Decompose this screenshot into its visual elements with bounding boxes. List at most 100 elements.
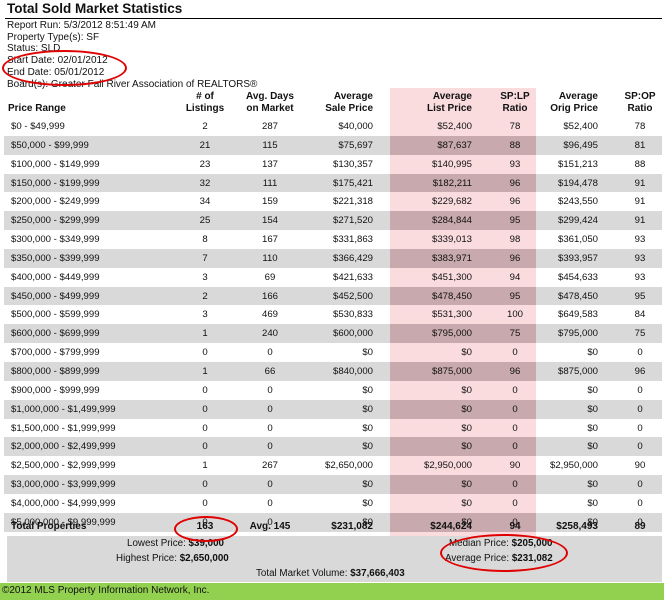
cell-list-price: $0 (461, 441, 472, 453)
cell-sale-price: $530,833 (332, 309, 373, 321)
cell-sale-price: $40,000 (338, 121, 373, 132)
totals-list: $244,624 (430, 521, 472, 532)
cell-spop-ratio: 0 (637, 384, 643, 396)
report-run: Report Run: 5/3/2012 8:51:49 AM (7, 20, 156, 31)
cell-days-on-market: 110 (262, 252, 278, 264)
cell-splp-ratio: 0 (512, 441, 518, 453)
cell-splp-ratio: 78 (509, 121, 521, 132)
cell-days-on-market: 287 (261, 121, 278, 132)
row-highlight-shading (390, 324, 536, 344)
cell-sale-price: $2,650,000 (324, 460, 373, 472)
header-sale-price: Average Sale Price (325, 91, 373, 114)
header-list-price: Average List Price (426, 91, 472, 114)
cell-days-on-market: 469 (261, 309, 278, 321)
cell-sale-price: $0 (362, 479, 373, 491)
table-row: $200,000 - $249,999 34 159 $221,318 $229,682… (0, 192, 664, 211)
cell-orig-price: $361,050 (557, 234, 598, 246)
cell-splp-ratio: 95 (509, 215, 521, 227)
cell-price-range: $450,000 - $499,999 (11, 290, 100, 302)
cell-spop-ratio: 78 (634, 121, 646, 132)
cell-sale-price: $421,633 (332, 271, 373, 283)
totals-splp: 94 (509, 521, 521, 532)
cell-list-price: $478,450 (431, 290, 472, 302)
cell-list-price: $140,995 (431, 158, 472, 170)
cell-spop-ratio: 0 (637, 497, 643, 509)
cell-listings: 0 (202, 479, 208, 491)
cell-list-price: $2,950,000 (423, 460, 472, 472)
cell-listings: 0 (202, 441, 208, 453)
cell-list-price: $339,013 (431, 234, 472, 246)
cell-spop-ratio: 0 (637, 403, 643, 415)
cell-orig-price: $454,633 (557, 271, 598, 283)
lowest-price: Lowest Price: $39,000 (127, 538, 224, 549)
cell-spop-ratio: 95 (634, 290, 646, 302)
cell-days-on-market: 115 (262, 139, 278, 151)
cell-sale-price: $130,357 (332, 158, 373, 170)
cell-orig-price: $649,583 (557, 309, 598, 321)
table-row: $900,000 - $999,999 0 0 $0 $0 0 $0 0 (0, 381, 664, 400)
table-row: $5,000,000 - $9,999,999 0 0 $0 $0 0 $0 0 (0, 512, 664, 532)
cell-spop-ratio: 90 (634, 460, 646, 472)
status: Status: SLD (7, 43, 61, 55)
copyright: ©2012 MLS Property Information Network, … (2, 585, 210, 596)
cell-days-on-market: 167 (261, 234, 278, 246)
cell-orig-price: $243,550 (557, 196, 598, 208)
cell-orig-price: $0 (587, 516, 598, 528)
totals-spop: 89 (634, 521, 646, 532)
cell-listings: 0 (202, 403, 208, 415)
cell-sale-price: $175,421 (332, 177, 373, 189)
cell-sale-price: $452,500 (332, 290, 373, 302)
table-body: $0 - $49,999 2 287 $40,000 $52,400 78 $52,400 7… (0, 117, 664, 550)
cell-listings: 1 (202, 460, 208, 472)
cell-splp-ratio: 93 (509, 158, 521, 170)
totals-orig: $258,493 (556, 521, 598, 532)
cell-sale-price: $221,318 (332, 196, 373, 208)
cell-price-range: $5,000,000 - $9,999,999 (11, 516, 116, 528)
cell-price-range: $350,000 - $399,999 (11, 252, 100, 264)
cell-splp-ratio: 0 (512, 516, 518, 528)
cell-days-on-market: 0 (267, 479, 273, 491)
cell-list-price: $284,844 (431, 215, 472, 227)
cell-list-price: $383,971 (431, 252, 472, 264)
cell-spop-ratio: 0 (637, 347, 643, 359)
cell-days-on-market: 0 (267, 347, 273, 359)
cell-list-price: $229,682 (431, 196, 472, 208)
cell-price-range: $200,000 - $249,999 (11, 196, 100, 208)
cell-days-on-market: 0 (267, 441, 273, 453)
cell-splp-ratio: 96 (509, 252, 521, 264)
cell-list-price: $52,400 (437, 121, 472, 132)
cell-list-price: $182,211 (432, 177, 472, 189)
cell-list-price: $0 (461, 403, 472, 415)
cell-spop-ratio: 88 (634, 158, 646, 170)
cell-listings: 1 (202, 328, 208, 340)
cell-price-range: $0 - $49,999 (11, 121, 65, 132)
cell-listings: 3 (202, 309, 208, 321)
cell-spop-ratio: 0 (637, 441, 643, 453)
cell-price-range: $50,000 - $99,999 (11, 139, 89, 151)
cell-list-price: $451,300 (431, 271, 472, 283)
cell-days-on-market: 267 (261, 460, 278, 472)
row-highlight-shading (390, 437, 536, 457)
cell-listings: 34 (199, 196, 211, 208)
cell-orig-price: $0 (587, 479, 598, 491)
cell-orig-price: $0 (587, 497, 598, 509)
table-row: $500,000 - $599,999 3 469 $530,833 $531,300 1… (0, 305, 664, 324)
cell-price-range: $1,500,000 - $1,999,999 (11, 422, 116, 434)
cell-listings: 32 (199, 177, 211, 189)
cell-days-on-market: 111 (262, 177, 278, 189)
cell-days-on-market: 159 (261, 196, 278, 208)
table-row: $700,000 - $799,999 0 0 $0 $0 0 $0 0 (0, 343, 664, 362)
cell-splp-ratio: 0 (512, 497, 518, 509)
cell-spop-ratio: 0 (637, 516, 643, 528)
report-title: Total Sold Market Statistics (7, 1, 183, 16)
cell-price-range: $900,000 - $999,999 (11, 384, 100, 396)
row-highlight-shading (390, 248, 536, 268)
cell-splp-ratio: 100 (506, 309, 523, 321)
cell-spop-ratio: 91 (634, 196, 646, 208)
table-row: $1,500,000 - $1,999,999 0 0 $0 $0 0 $0 0 (0, 419, 664, 438)
cell-orig-price: $875,000 (557, 365, 598, 377)
cell-orig-price: $795,000 (557, 328, 598, 340)
cell-sale-price: $840,000 (332, 365, 373, 377)
cell-sale-price: $366,429 (332, 252, 373, 264)
cell-orig-price: $2,950,000 (549, 460, 598, 472)
